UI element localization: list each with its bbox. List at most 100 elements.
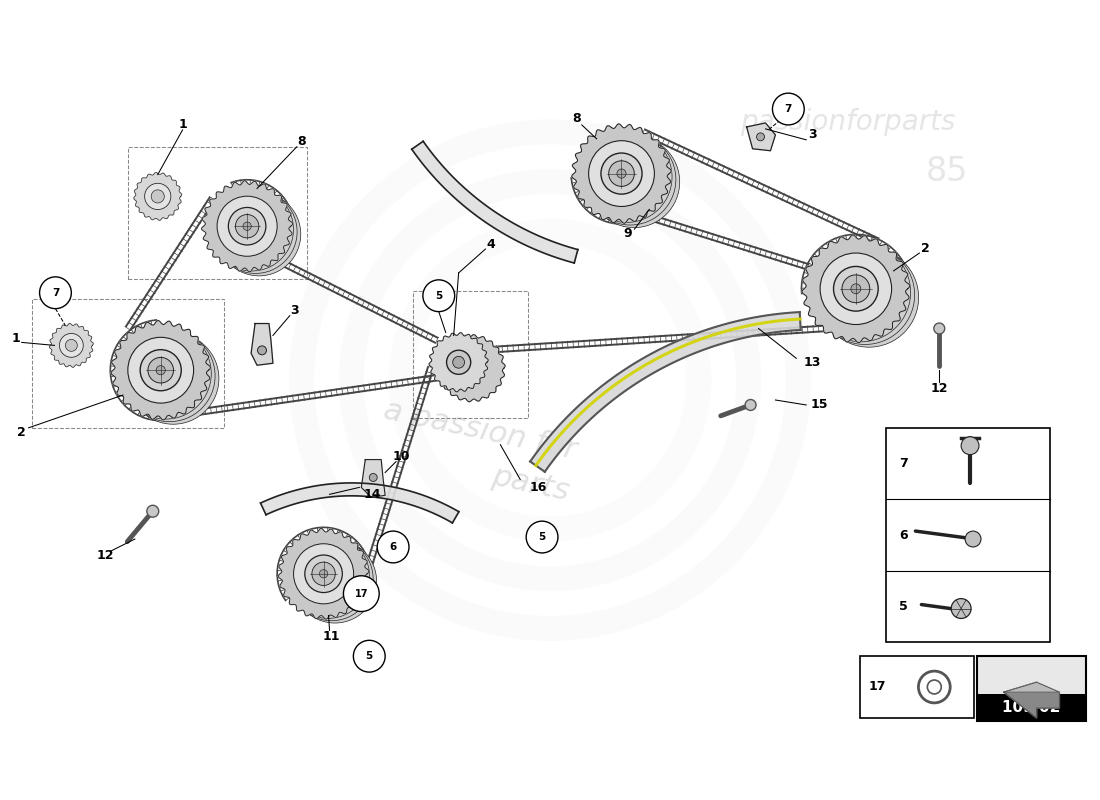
Circle shape bbox=[286, 535, 370, 618]
Circle shape bbox=[453, 356, 464, 368]
Text: 5: 5 bbox=[538, 532, 546, 542]
Circle shape bbox=[588, 141, 654, 206]
Circle shape bbox=[59, 334, 84, 358]
Text: 14: 14 bbox=[363, 488, 381, 501]
Polygon shape bbox=[111, 321, 210, 420]
Text: 1: 1 bbox=[11, 332, 20, 345]
Polygon shape bbox=[530, 312, 801, 472]
Circle shape bbox=[124, 330, 216, 422]
Text: 109 02: 109 02 bbox=[1002, 700, 1060, 714]
Circle shape bbox=[961, 437, 979, 454]
Text: a passion for: a passion for bbox=[382, 395, 580, 465]
Circle shape bbox=[834, 266, 878, 311]
Circle shape bbox=[377, 531, 409, 563]
Polygon shape bbox=[747, 123, 776, 150]
Text: 2: 2 bbox=[921, 242, 929, 254]
Circle shape bbox=[581, 131, 672, 222]
Circle shape bbox=[290, 538, 373, 621]
Circle shape bbox=[294, 540, 376, 623]
Circle shape bbox=[229, 207, 266, 245]
Polygon shape bbox=[361, 459, 385, 498]
Bar bbox=[977, 656, 1086, 721]
Circle shape bbox=[312, 562, 336, 586]
Circle shape bbox=[305, 555, 342, 593]
Text: 12: 12 bbox=[97, 550, 114, 562]
Text: 5: 5 bbox=[365, 651, 373, 662]
Circle shape bbox=[213, 190, 297, 274]
Text: 4: 4 bbox=[486, 238, 495, 250]
Polygon shape bbox=[438, 334, 505, 402]
Circle shape bbox=[353, 640, 385, 672]
Circle shape bbox=[235, 214, 258, 238]
Bar bbox=[886, 428, 1049, 642]
Text: 9: 9 bbox=[623, 226, 631, 240]
Circle shape bbox=[343, 576, 379, 611]
Circle shape bbox=[588, 136, 680, 228]
Polygon shape bbox=[251, 323, 273, 366]
Polygon shape bbox=[201, 181, 293, 272]
Polygon shape bbox=[411, 142, 578, 263]
Circle shape bbox=[120, 328, 211, 419]
Bar bbox=[977, 694, 1086, 721]
Circle shape bbox=[745, 399, 756, 410]
Circle shape bbox=[812, 242, 911, 342]
Circle shape bbox=[40, 277, 72, 309]
Bar bbox=[860, 656, 974, 718]
Circle shape bbox=[584, 134, 675, 225]
Circle shape bbox=[934, 323, 945, 334]
Circle shape bbox=[851, 284, 861, 294]
Text: passionforparts: passionforparts bbox=[740, 108, 956, 136]
Circle shape bbox=[821, 253, 892, 325]
Circle shape bbox=[65, 339, 77, 351]
Text: 8: 8 bbox=[297, 135, 306, 148]
Text: 7: 7 bbox=[52, 288, 59, 298]
Circle shape bbox=[128, 338, 194, 403]
Circle shape bbox=[210, 188, 294, 271]
Circle shape bbox=[294, 544, 353, 604]
Circle shape bbox=[757, 133, 764, 141]
Polygon shape bbox=[278, 528, 368, 619]
Circle shape bbox=[243, 222, 251, 230]
Circle shape bbox=[156, 366, 165, 374]
Circle shape bbox=[815, 246, 914, 345]
Text: 2: 2 bbox=[18, 426, 26, 439]
Text: 85: 85 bbox=[926, 155, 968, 188]
Circle shape bbox=[257, 346, 266, 355]
Circle shape bbox=[601, 153, 642, 194]
Circle shape bbox=[617, 169, 626, 178]
Text: 3: 3 bbox=[290, 304, 299, 317]
Text: parts: parts bbox=[488, 462, 572, 506]
Circle shape bbox=[952, 598, 971, 618]
Text: 17: 17 bbox=[354, 589, 368, 598]
Polygon shape bbox=[429, 333, 488, 392]
Circle shape bbox=[422, 280, 454, 312]
Circle shape bbox=[965, 531, 981, 547]
Polygon shape bbox=[261, 483, 459, 523]
Polygon shape bbox=[802, 235, 910, 342]
Circle shape bbox=[608, 161, 635, 186]
Polygon shape bbox=[50, 323, 94, 367]
Circle shape bbox=[842, 275, 870, 302]
Text: 5: 5 bbox=[436, 290, 442, 301]
Circle shape bbox=[151, 190, 164, 203]
Circle shape bbox=[147, 358, 174, 383]
Circle shape bbox=[447, 350, 471, 374]
Text: 1: 1 bbox=[178, 118, 187, 131]
Circle shape bbox=[144, 183, 170, 210]
Text: 13: 13 bbox=[803, 356, 821, 369]
Text: 7: 7 bbox=[899, 457, 907, 470]
Circle shape bbox=[146, 506, 158, 517]
Text: 3: 3 bbox=[807, 128, 816, 142]
Polygon shape bbox=[1004, 682, 1059, 692]
Polygon shape bbox=[572, 124, 671, 223]
Circle shape bbox=[140, 350, 182, 390]
Circle shape bbox=[128, 333, 219, 424]
Text: 5: 5 bbox=[899, 600, 907, 613]
Text: 16: 16 bbox=[529, 481, 547, 494]
Bar bbox=[32, 298, 224, 428]
Circle shape bbox=[772, 93, 804, 125]
Text: 8: 8 bbox=[572, 113, 581, 126]
Text: 7: 7 bbox=[784, 104, 792, 114]
Bar bbox=[412, 290, 528, 418]
Text: 15: 15 bbox=[811, 398, 827, 411]
